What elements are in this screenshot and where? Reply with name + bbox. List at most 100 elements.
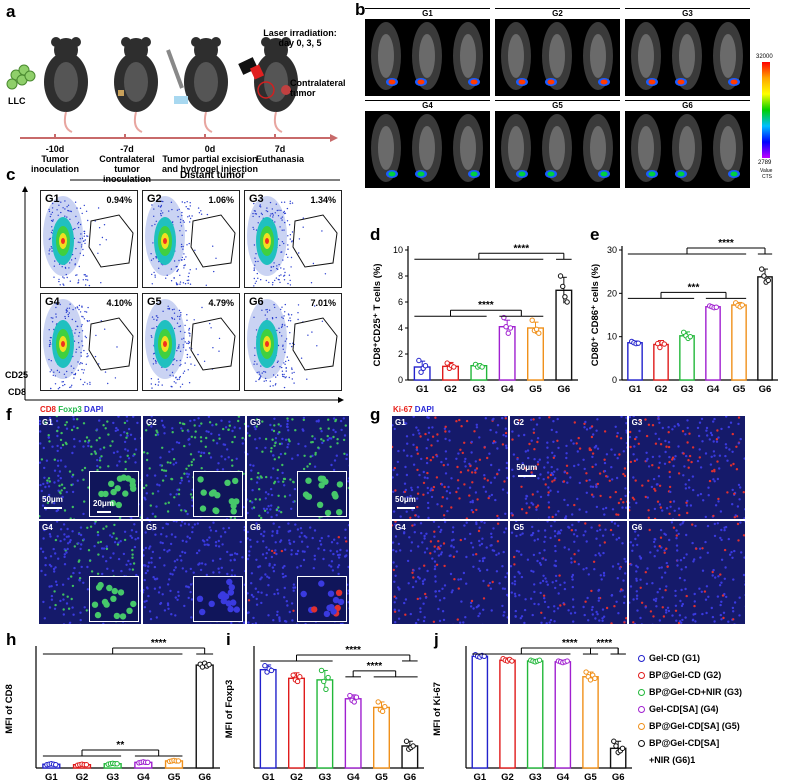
- event-dot: [95, 334, 97, 337]
- cell-dot: [247, 599, 251, 602]
- cell-dot: [204, 563, 207, 566]
- cell-dot: [409, 612, 412, 616]
- cell-dot: [700, 417, 703, 421]
- inset-cell: [336, 481, 344, 488]
- cell-dot: [333, 538, 336, 541]
- cell-dot: [554, 549, 558, 553]
- cell-dot: [598, 552, 601, 555]
- cell-dot: [692, 558, 696, 561]
- event-dot: [297, 312, 299, 314]
- cell-dot: [533, 448, 536, 451]
- data-point: [325, 674, 331, 681]
- cell-dot: [527, 449, 530, 452]
- event-dot: [183, 258, 186, 261]
- cell-dot: [278, 525, 281, 529]
- cell-dot: [126, 419, 129, 423]
- event-dot: [76, 274, 78, 276]
- cell-dot: [459, 448, 462, 451]
- cell-dot: [129, 534, 132, 538]
- cell-dot: [651, 424, 654, 427]
- bar: [554, 661, 572, 769]
- cell-dot: [248, 554, 251, 557]
- cell-dot: [134, 448, 138, 451]
- event-dot: [187, 369, 189, 371]
- cell-dot: [697, 434, 700, 438]
- cell-dot: [130, 536, 134, 539]
- cell-dot: [164, 502, 167, 505]
- cell-dot: [117, 541, 120, 544]
- cell-dot: [191, 504, 194, 508]
- cell-dot: [68, 470, 72, 473]
- cell-dot: [427, 516, 430, 519]
- significance-label: **: [116, 740, 124, 751]
- cell-dot: [565, 444, 569, 448]
- bli-mice-image: [371, 114, 483, 182]
- event-dot: [159, 206, 162, 208]
- cell-dot: [714, 504, 717, 507]
- data-point: [347, 692, 353, 699]
- event-dot: [67, 315, 70, 318]
- event-dot: [263, 370, 265, 373]
- cell-dot: [322, 439, 325, 442]
- data-point: [451, 364, 457, 370]
- event-dot: [278, 209, 280, 211]
- cell-dot: [96, 533, 100, 537]
- cell-dot: [450, 506, 453, 509]
- event-dot: [181, 211, 183, 214]
- cell-dot: [140, 623, 141, 624]
- cell-dot: [281, 572, 284, 576]
- event-dot: [184, 202, 186, 204]
- cell-dot: [54, 603, 57, 607]
- cell-dot: [158, 586, 162, 589]
- event-dot: [187, 282, 189, 284]
- cell-dot: [490, 463, 493, 467]
- cell-dot: [158, 484, 161, 487]
- event-dot: [282, 259, 284, 261]
- cell-dot: [648, 528, 651, 532]
- event-dot: [275, 203, 277, 205]
- cell-dot: [242, 621, 245, 624]
- cell-dot: [506, 572, 509, 575]
- cell-dot: [553, 470, 556, 473]
- cell-dot: [218, 571, 221, 574]
- cell-dot: [448, 439, 451, 442]
- inset-cell: [227, 605, 234, 613]
- event-dot: [261, 309, 263, 311]
- cell-dot: [628, 601, 631, 604]
- cell-dot: [583, 422, 587, 425]
- cell-dot: [247, 611, 249, 615]
- cell-dot: [547, 486, 550, 489]
- cell-dot: [635, 594, 638, 597]
- cell-dot: [343, 434, 347, 437]
- cell-dot: [144, 546, 148, 550]
- cell-dot: [418, 577, 421, 580]
- ihc-g-grid: G1 50μm G2 50μm G3 G4 G5 G6: [391, 415, 746, 625]
- cell-dot: [650, 582, 654, 585]
- cell-dot: [653, 538, 657, 541]
- cell-dot: [53, 590, 56, 593]
- legend-label: BP@Gel-CD[SA]: [649, 738, 720, 748]
- cell-dot: [591, 455, 594, 459]
- inset-cell: [300, 590, 307, 598]
- x-tick-label: G1: [262, 772, 275, 783]
- event-dot: [276, 361, 279, 364]
- event-dot: [176, 209, 179, 211]
- event-dot: [151, 316, 154, 318]
- cell-dot: [416, 505, 419, 509]
- event-dot: [83, 235, 85, 237]
- event-dot: [256, 363, 258, 365]
- event-dot: [65, 376, 67, 378]
- cell-dot: [658, 545, 661, 548]
- cell-dot: [159, 464, 162, 467]
- cell-dot: [691, 475, 694, 478]
- data-point: [351, 699, 357, 705]
- cell-dot: [497, 517, 500, 519]
- density-core: [163, 238, 167, 244]
- cell-dot: [546, 521, 550, 523]
- data-point: [114, 761, 120, 767]
- cell-dot: [227, 526, 231, 530]
- event-dot: [81, 315, 83, 318]
- cell-dot: [703, 590, 706, 593]
- cell-dot: [204, 445, 207, 448]
- data-point: [145, 759, 151, 766]
